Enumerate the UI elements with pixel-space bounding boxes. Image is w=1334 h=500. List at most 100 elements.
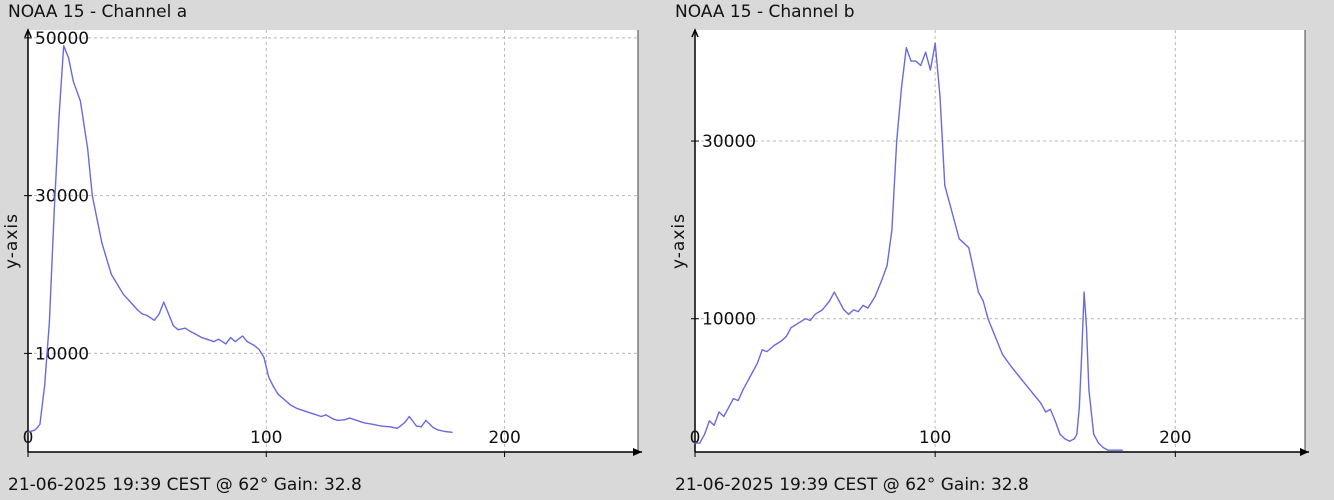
data-point [1033, 393, 1035, 395]
data-point [218, 338, 220, 340]
data-point [313, 413, 315, 415]
data-point [953, 220, 955, 222]
data-point [432, 426, 434, 429]
data-point [704, 433, 706, 435]
data-point [1064, 438, 1066, 440]
series-points [27, 45, 453, 433]
data-point [891, 229, 893, 231]
chart-title: NOAA 15 - Channel a [8, 2, 188, 22]
y-tick-label: 50000 [35, 29, 89, 49]
data-point [843, 309, 845, 311]
data-point [977, 291, 979, 293]
data-point [785, 335, 787, 338]
data-point [1083, 291, 1085, 293]
data-point [737, 399, 739, 402]
x-tick-label: 100 [919, 428, 951, 448]
data-point [1102, 447, 1104, 449]
data-point [828, 300, 831, 302]
data-point [172, 325, 174, 327]
data-point [106, 258, 108, 260]
data-point [934, 42, 936, 44]
data-point [380, 425, 382, 427]
data-point [1107, 449, 1109, 451]
data-point [444, 430, 446, 433]
chart-footer-timestamp: 21-06-2025 19:39 CEST @ 62° Gain: 32.8 [675, 475, 1029, 495]
data-point [396, 427, 398, 429]
data-point [177, 329, 179, 331]
data-point [91, 195, 93, 197]
data-point [920, 64, 922, 67]
data-point [1054, 420, 1056, 422]
x-tick-label: 100 [250, 428, 282, 448]
data-point [1121, 449, 1124, 451]
data-point [349, 417, 351, 419]
data-point [862, 304, 864, 306]
y-axis-arrow-icon [691, 28, 699, 38]
data-point [718, 411, 720, 413]
data-point [229, 337, 232, 339]
data-point [194, 333, 196, 335]
y-tick-label: 30000 [702, 132, 756, 152]
y-axis-arrow-icon [24, 28, 32, 38]
chart-panel-channel-a: NOAA 15 - Channel a 0 100 200 10000 30000 500… [0, 0, 660, 500]
data-point [451, 431, 453, 433]
data-point [694, 442, 696, 444]
data-point [1085, 327, 1088, 329]
y-axis-label: y-axis [669, 213, 689, 269]
y-tick-label: 30000 [35, 187, 89, 207]
data-point [408, 415, 410, 418]
data-point [766, 351, 768, 353]
data-point [189, 330, 191, 332]
data-point [332, 418, 334, 420]
data-point [129, 301, 132, 303]
data-point [63, 45, 65, 47]
data-point [258, 348, 260, 351]
data-point [944, 184, 946, 187]
data-point [1011, 367, 1013, 369]
data-point [48, 321, 51, 323]
y-tick-label: 10000 [702, 310, 756, 330]
data-point [1059, 433, 1061, 435]
chart-panel-channel-b: NOAA 15 - Channel b 0 100 200 10000 30000 y-a… [667, 0, 1334, 500]
data-point [425, 419, 427, 421]
data-point [184, 327, 186, 329]
data-point [968, 247, 970, 249]
data-point [363, 422, 365, 424]
y-axis-label: y-axis [2, 213, 22, 269]
data-point [1093, 433, 1095, 435]
data-point [1025, 384, 1027, 386]
data-point [1076, 433, 1078, 435]
data-point [58, 116, 60, 118]
data-point [848, 313, 850, 315]
data-point [838, 300, 840, 302]
data-point [201, 337, 203, 339]
data-point [809, 319, 811, 322]
data-point [206, 338, 208, 340]
data-point [1049, 408, 1051, 410]
data-point [296, 408, 298, 410]
data-point [79, 100, 81, 102]
data-point [27, 431, 29, 433]
data-point [1114, 449, 1116, 451]
data-point [994, 335, 996, 338]
data-point [814, 313, 816, 315]
data-point [742, 389, 744, 391]
data-point [372, 423, 375, 425]
data-point [308, 412, 310, 414]
chart-footer-timestamp: 21-06-2025 19:39 CEST @ 62° Gain: 32.8 [8, 475, 362, 495]
data-point [282, 397, 284, 399]
data-point [749, 375, 751, 378]
data-point [356, 419, 358, 421]
data-point [958, 238, 960, 240]
line-chart-channel-b: 0 100 200 10000 30000 y-axis [669, 28, 1309, 457]
data-point [780, 340, 783, 342]
data-point [900, 87, 903, 89]
data-point [277, 393, 279, 395]
data-point [867, 307, 869, 309]
data-point [973, 269, 975, 271]
plot-area [28, 30, 638, 452]
data-point [949, 202, 951, 204]
data-point [881, 278, 883, 280]
x-tick-label: 200 [488, 428, 520, 448]
data-point [415, 425, 417, 427]
